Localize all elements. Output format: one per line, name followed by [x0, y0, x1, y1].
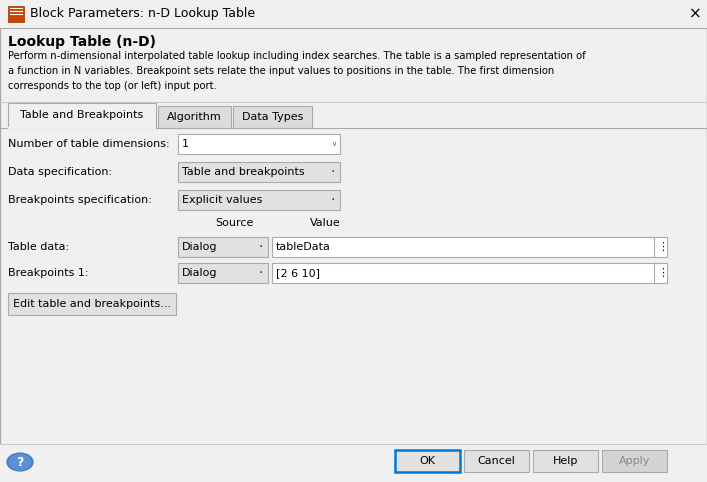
Text: ⋮: ⋮ [658, 242, 669, 252]
Text: Dialog: Dialog [182, 268, 218, 278]
Text: Dialog: Dialog [182, 242, 218, 252]
Text: Source: Source [215, 218, 253, 228]
Text: Number of table dimensions:: Number of table dimensions: [8, 139, 170, 149]
Text: Table and breakpoints: Table and breakpoints [182, 167, 305, 177]
Text: ⋮: ⋮ [658, 268, 669, 278]
Text: ·: · [331, 165, 335, 179]
FancyBboxPatch shape [178, 190, 340, 210]
FancyBboxPatch shape [8, 103, 156, 128]
Text: Breakpoints 1:: Breakpoints 1: [8, 268, 88, 278]
Text: [2 6 10]: [2 6 10] [276, 268, 320, 278]
Text: ·: · [259, 266, 263, 280]
FancyBboxPatch shape [233, 106, 312, 128]
Circle shape [9, 455, 31, 469]
FancyBboxPatch shape [602, 450, 667, 472]
FancyBboxPatch shape [8, 6, 24, 22]
Text: Block Parameters: n-D Lookup Table: Block Parameters: n-D Lookup Table [30, 8, 255, 21]
FancyBboxPatch shape [178, 263, 268, 283]
FancyBboxPatch shape [158, 106, 231, 128]
Text: Algorithm: Algorithm [167, 112, 222, 122]
FancyBboxPatch shape [178, 237, 268, 257]
Text: 1: 1 [182, 139, 189, 149]
Text: Apply: Apply [619, 456, 650, 466]
Text: Value: Value [310, 218, 341, 228]
FancyBboxPatch shape [0, 0, 707, 28]
FancyBboxPatch shape [0, 444, 707, 482]
Text: Table data:: Table data: [8, 242, 69, 252]
Text: corresponds to the top (or left) input port.: corresponds to the top (or left) input p… [8, 81, 217, 91]
Text: Perform n-dimensional interpolated table lookup including index searches. The ta: Perform n-dimensional interpolated table… [8, 51, 586, 61]
FancyBboxPatch shape [464, 450, 529, 472]
Circle shape [7, 453, 33, 471]
Text: ×: × [689, 6, 701, 22]
Text: OK: OK [419, 456, 436, 466]
Text: Edit table and breakpoints...: Edit table and breakpoints... [13, 299, 171, 309]
Text: ∨: ∨ [332, 141, 337, 147]
Text: Lookup Table (n-D): Lookup Table (n-D) [8, 35, 156, 49]
FancyBboxPatch shape [272, 237, 667, 257]
Text: Data specification:: Data specification: [8, 167, 112, 177]
Text: ·: · [331, 193, 335, 207]
Text: Explicit values: Explicit values [182, 195, 262, 205]
Text: tableData: tableData [276, 242, 331, 252]
FancyBboxPatch shape [178, 134, 340, 154]
Text: Help: Help [553, 456, 578, 466]
FancyBboxPatch shape [178, 162, 340, 182]
Text: Table and Breakpoints: Table and Breakpoints [21, 110, 144, 120]
FancyBboxPatch shape [272, 263, 667, 283]
FancyBboxPatch shape [533, 450, 598, 472]
FancyBboxPatch shape [8, 293, 176, 315]
Text: Cancel: Cancel [477, 456, 515, 466]
Text: ·: · [259, 240, 263, 254]
Text: Breakpoints specification:: Breakpoints specification: [8, 195, 152, 205]
Text: Data Types: Data Types [242, 112, 303, 122]
FancyBboxPatch shape [395, 450, 460, 472]
Text: ?: ? [16, 455, 24, 469]
Text: a function in N variables. Breakpoint sets relate the input values to positions : a function in N variables. Breakpoint se… [8, 66, 554, 76]
